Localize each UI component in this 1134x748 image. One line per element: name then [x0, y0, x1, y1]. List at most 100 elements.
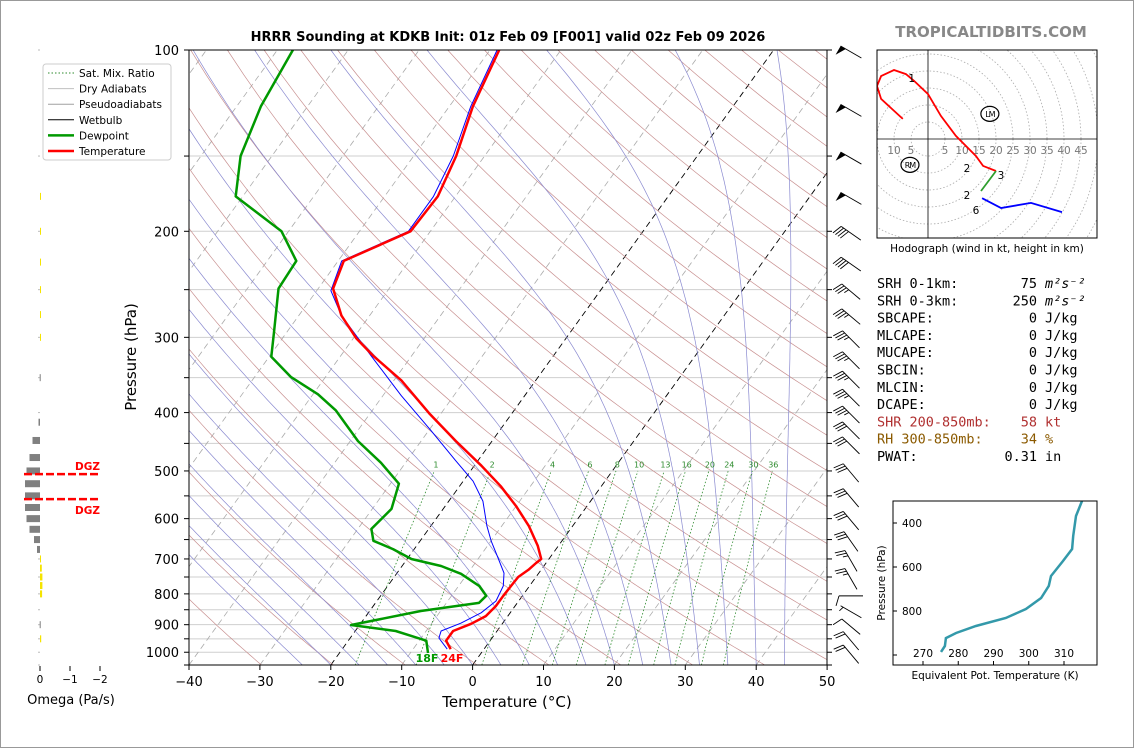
- mixing-ratio-line: [674, 470, 729, 665]
- pseudoadiabat-line: [189, 525, 332, 665]
- x-tick-label: 40: [748, 675, 765, 690]
- barb-staff: [840, 605, 862, 619]
- dry-adiabat-line: [189, 107, 827, 661]
- skewt-background-lines: 1 2 4 6 8 10 13 16 20 24 30 36: [189, 50, 827, 665]
- mixing-ratio-line: [481, 470, 552, 665]
- isotherm-line: [401, 73, 827, 665]
- barb-feather: [833, 421, 843, 428]
- mixing-ratio-label: 24: [724, 460, 734, 469]
- mixing-ratio-label: 1: [433, 460, 438, 469]
- barb-staff: [843, 531, 859, 552]
- pseudoadiabat-line: [192, 50, 615, 665]
- barb-staff: [840, 191, 862, 205]
- pseudoadiabat-line: [189, 128, 587, 665]
- mixing-ratio-line: [701, 470, 753, 665]
- dry-adiabat-line: [300, 50, 827, 508]
- barb-feather: [832, 226, 842, 234]
- barb-feather: [832, 256, 842, 265]
- dry-adiabat-line: [777, 50, 827, 89]
- theta-e-y-tick-label: 400: [902, 518, 922, 530]
- hodograph-caption: Hodograph (wind in kt, height in km): [890, 243, 1084, 255]
- y-tick-label: 800: [154, 588, 179, 603]
- mixing-ratio-line: [627, 470, 686, 665]
- barb-feather: [837, 515, 848, 521]
- y-tick-label: 400: [154, 407, 179, 422]
- omega-bar: [29, 454, 40, 462]
- barb-staff: [841, 618, 861, 635]
- hodograph-height-label: 3: [998, 170, 1005, 182]
- omega-x-tick-label: 0: [37, 674, 44, 686]
- dgz-label: DGZ: [75, 461, 100, 473]
- legend-label: Dewpoint: [79, 130, 129, 142]
- isotherm-line: [189, 50, 562, 568]
- barb-feather: [840, 262, 849, 270]
- barb-staff: [842, 463, 860, 483]
- theta-e-line: [939, 501, 1084, 653]
- wind-barb: [832, 308, 861, 325]
- index-unit: m²s⁻²: [1044, 276, 1086, 292]
- index-unit: m²s⁻²: [1044, 293, 1086, 309]
- index-value: 0: [1029, 363, 1037, 379]
- barb-staff: [840, 226, 862, 241]
- index-row: SRH 0-3km: 250 m²s⁻²: [877, 293, 1086, 309]
- barb-pennant: [835, 192, 846, 201]
- omega-bar: [25, 504, 40, 512]
- hodograph-ring-label: 5: [908, 145, 915, 157]
- barb-feather: [837, 536, 848, 541]
- hodograph-height-label: 2: [964, 190, 971, 202]
- mixing-ratio-label: 16: [682, 460, 692, 469]
- theta-e-y-tick-label: 800: [902, 606, 922, 618]
- wind-barb: [835, 191, 862, 205]
- theta-e-x-tick-label: 280: [948, 648, 968, 660]
- pseudoadiabat-line: [189, 463, 388, 665]
- pseudoadiabat-line: [674, 50, 757, 665]
- barb-pennant: [835, 104, 846, 113]
- barb-feather: [832, 283, 843, 291]
- skewt-frame: [188, 49, 828, 666]
- barb-staff: [842, 436, 860, 455]
- barb-feather: [835, 465, 846, 471]
- pseudoadiabat-line: [546, 50, 729, 665]
- surface-dewpoint-label: 18F: [416, 652, 439, 665]
- barb-feather: [835, 533, 846, 538]
- omega-bar: [25, 480, 40, 488]
- barb-pennant: [835, 152, 846, 161]
- dry-adiabat-line: [410, 50, 827, 402]
- dewpoint-line: [234, 50, 488, 654]
- wind-barb: [834, 531, 859, 552]
- omega-x-tick-label: −1: [62, 674, 77, 686]
- barb-feather: [834, 550, 846, 554]
- dry-adiabat-line: [189, 534, 334, 665]
- legend: Sat. Mix. Ratio Dry Adiabats Pseudoadiabat…: [42, 63, 172, 161]
- storm-motion-label: LM: [985, 110, 995, 119]
- dry-adiabat-line: [447, 50, 827, 368]
- barb-feather: [835, 310, 845, 317]
- wind-barb: [833, 463, 860, 483]
- indices-table: SRH 0-1km: 75 m²s⁻² SRH 0-3km: 250 m²s⁻² SBCAP…: [877, 276, 1086, 465]
- hodograph-ring-label: 25: [1006, 145, 1019, 157]
- index-value: 58: [1021, 414, 1037, 430]
- dry-adiabat-line: [337, 50, 827, 471]
- omega-bar: [40, 192, 41, 200]
- mixing-ratio-label: 6: [587, 460, 592, 469]
- index-unit: J/kg: [1045, 345, 1078, 361]
- index-unit: J/kg: [1045, 328, 1078, 344]
- x-tick-label: −40: [175, 675, 202, 690]
- index-label: RH 300-850mb:: [877, 432, 983, 448]
- barb-feather: [832, 308, 843, 315]
- index-label: MLCAPE:: [877, 328, 934, 344]
- mixing-ratio-line: [415, 470, 492, 665]
- barb-staff: [840, 256, 862, 272]
- mixing-ratio-line: [522, 470, 589, 665]
- omega-panel: DGZ DGZ 0 −1 −2: [24, 49, 108, 686]
- barb-feather: [837, 229, 847, 237]
- wind-barb: [835, 151, 862, 165]
- omega-bar: [40, 286, 41, 294]
- barb-feather: [835, 332, 845, 339]
- barb-feather: [835, 227, 844, 235]
- theta-e-panel: 270 280 290 300 310 400 600 800: [892, 500, 1098, 666]
- legend-label: Wetbulb: [79, 115, 123, 127]
- wind-barb: [833, 644, 860, 664]
